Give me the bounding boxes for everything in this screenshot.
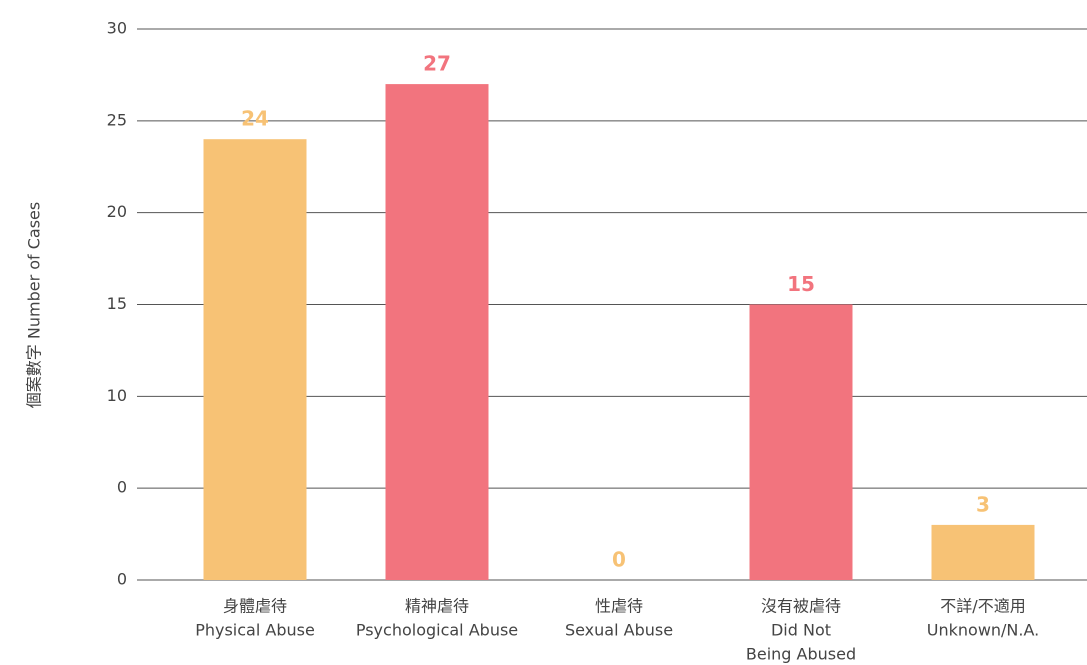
x-tick-label: Psychological Abuse xyxy=(356,621,518,640)
bar xyxy=(749,304,853,580)
x-tick-label: Being Abused xyxy=(746,645,856,664)
x-tick-label: Unknown/N.A. xyxy=(927,621,1039,640)
x-tick-label: 沒有被虐待 xyxy=(761,597,841,616)
value-label: 24 xyxy=(241,107,269,131)
bar xyxy=(931,524,1035,580)
y-tick-label: 0 xyxy=(117,570,127,589)
value-label: 27 xyxy=(423,52,451,76)
value-label: 15 xyxy=(787,272,815,296)
x-tick-label: 不詳/不適用 xyxy=(940,597,1025,616)
x-tick-label: 身體虐待 xyxy=(223,597,287,616)
x-tick-label: 性虐待 xyxy=(595,597,643,616)
x-tick-label: Physical Abuse xyxy=(195,621,315,640)
x-tick-label: Sexual Abuse xyxy=(565,621,673,640)
x-tick-label: Did Not xyxy=(771,621,831,640)
y-tick-label: 15 xyxy=(107,294,127,313)
bar xyxy=(385,84,489,580)
y-tick-label: 20 xyxy=(107,202,127,221)
value-label: 0 xyxy=(612,548,626,572)
y-axis-label: 個案數字 Number of Cases xyxy=(25,202,44,408)
value-label: 3 xyxy=(976,492,990,516)
y-tick-label: 0 xyxy=(117,478,127,497)
y-tick-label: 30 xyxy=(107,19,127,38)
y-tick-label: 10 xyxy=(107,386,127,405)
x-tick-label: 精神虐待 xyxy=(405,597,469,616)
y-tick-label: 25 xyxy=(107,110,127,129)
bar xyxy=(203,139,307,580)
